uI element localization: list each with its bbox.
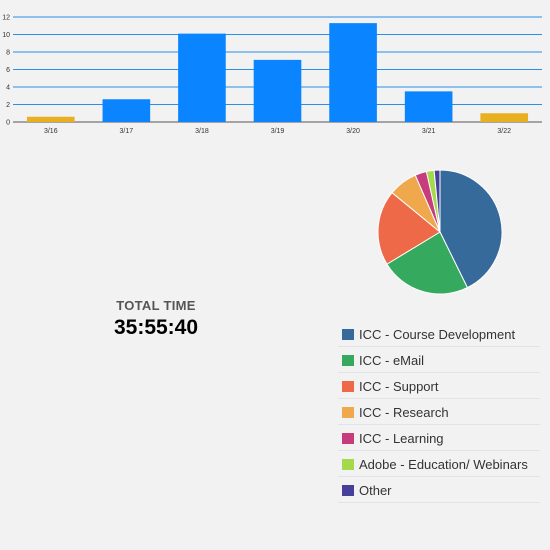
legend-label: ICC - eMail bbox=[359, 352, 425, 368]
y-axis-ticks: 0 2 4 6 8 10 12 bbox=[2, 15, 10, 127]
y-tick-label: 12 bbox=[2, 15, 10, 22]
y-tick-label: 0 bbox=[6, 120, 10, 127]
legend-swatch bbox=[342, 328, 354, 340]
legend-item: ICC - eMail bbox=[338, 348, 540, 373]
legend-swatch bbox=[342, 406, 354, 418]
legend-item: ICC - Support bbox=[338, 374, 540, 399]
pie-slice bbox=[377, 191, 441, 265]
legend-label: ICC - Learning bbox=[359, 430, 444, 446]
x-tick-label: 3/17 bbox=[120, 128, 134, 135]
legend-item: Other bbox=[338, 478, 540, 503]
legend-swatch bbox=[342, 458, 354, 470]
pie-slice bbox=[439, 169, 503, 289]
bars bbox=[26, 23, 529, 122]
total-time-label: TOTAL TIME bbox=[116, 298, 196, 313]
bar-3-20 bbox=[329, 23, 377, 122]
legend-swatch bbox=[342, 484, 354, 496]
bar-3-21 bbox=[404, 91, 453, 122]
legend-item: ICC - Learning bbox=[338, 426, 540, 451]
category-pie-chart bbox=[377, 169, 503, 295]
legend-item: Adobe - Education/ Webinars bbox=[338, 452, 540, 477]
legend-swatch bbox=[342, 354, 354, 366]
x-tick-label: 3/21 bbox=[422, 128, 436, 135]
pie-slice bbox=[386, 231, 469, 295]
y-tick-label: 6 bbox=[6, 67, 10, 74]
legend-swatch bbox=[342, 432, 354, 444]
legend-label: Adobe - Education/ Webinars bbox=[359, 456, 528, 472]
daily-hours-bar-chart: 0 2 4 6 8 10 12 3/16 3/17 3/18 3/19 3/20 3/21 3/22 bbox=[2, 15, 542, 135]
legend-swatch bbox=[342, 380, 354, 392]
legend-label: ICC - Course Development bbox=[359, 326, 516, 342]
y-tick-label: 8 bbox=[6, 50, 10, 57]
y-tick-label: 2 bbox=[6, 102, 10, 109]
x-tick-label: 3/19 bbox=[271, 128, 285, 135]
pie-legend: ICC - Course Development ICC - eMail ICC -… bbox=[338, 322, 540, 504]
x-tick-label: 3/22 bbox=[497, 128, 511, 135]
bar-3-19 bbox=[253, 59, 302, 122]
legend-label: ICC - Research bbox=[359, 404, 449, 420]
x-tick-label: 3/20 bbox=[346, 128, 360, 135]
bar-3-17 bbox=[102, 99, 151, 122]
pie-slice bbox=[433, 169, 441, 233]
bar-3-18 bbox=[178, 33, 226, 122]
legend-item: ICC - Research bbox=[338, 400, 540, 425]
y-tick-label: 10 bbox=[2, 32, 10, 39]
total-time-panel: TOTAL TIME 35:55:40 bbox=[86, 298, 226, 340]
x-tick-label: 3/16 bbox=[44, 128, 58, 135]
legend-label: ICC - Support bbox=[359, 378, 439, 394]
x-tick-label: 3/18 bbox=[195, 128, 209, 135]
total-time-value: 35:55:40 bbox=[113, 316, 199, 339]
legend-label: Other bbox=[359, 482, 392, 498]
bar-3-16 bbox=[26, 116, 75, 122]
legend-item: ICC - Course Development bbox=[338, 322, 540, 347]
x-axis-ticks: 3/16 3/17 3/18 3/19 3/20 3/21 3/22 bbox=[44, 128, 511, 135]
bar-3-22 bbox=[480, 113, 529, 122]
y-tick-label: 4 bbox=[6, 85, 10, 92]
